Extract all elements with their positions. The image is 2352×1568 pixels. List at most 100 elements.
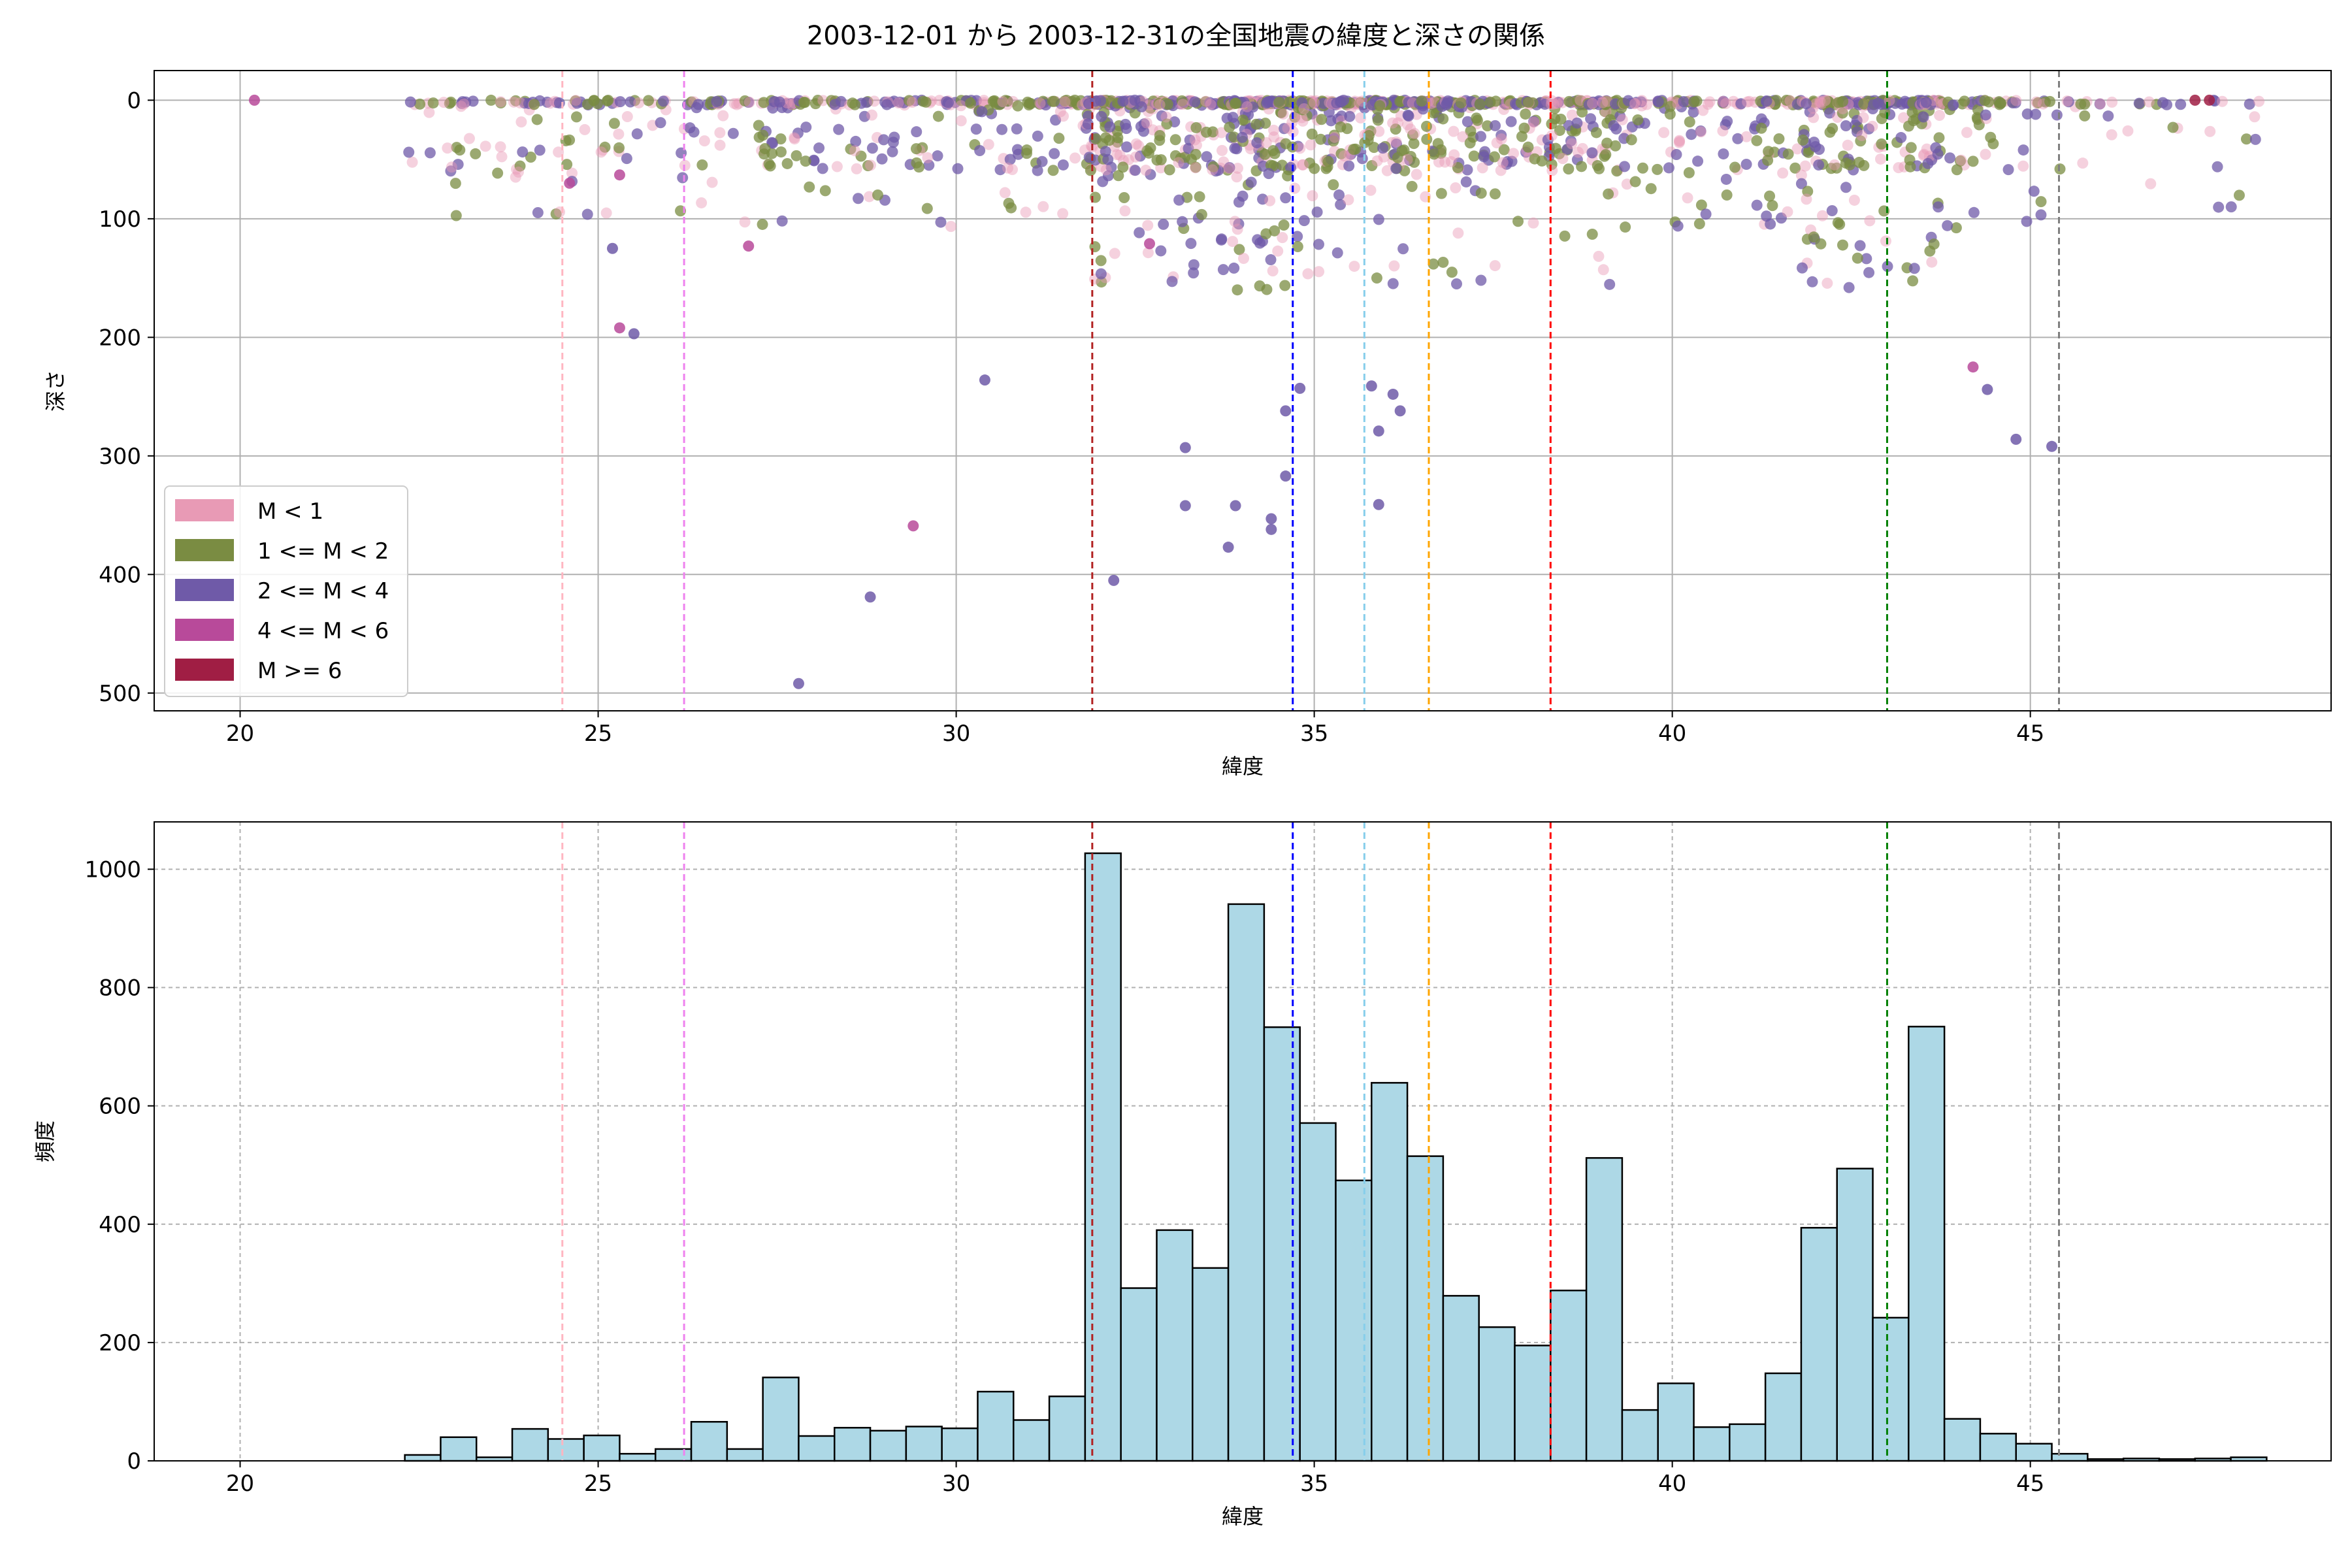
scatter-point <box>1280 138 1292 150</box>
scatter-point <box>1141 117 1152 129</box>
scatter-point <box>1371 155 1383 167</box>
scatter-point <box>613 128 625 140</box>
scatter-point <box>1855 135 1867 147</box>
scatter-point <box>452 159 464 171</box>
scatter-point <box>2233 189 2245 201</box>
scatter-point <box>2102 110 2114 122</box>
scatter-point <box>1196 208 1207 220</box>
scatter-point <box>1597 97 1609 108</box>
scatter-point <box>1344 110 1356 122</box>
scatter-point <box>866 142 878 154</box>
scatter-point <box>688 126 700 138</box>
scatter-point <box>1155 245 1167 257</box>
scatter-point <box>887 137 899 148</box>
scatter-point <box>1034 97 1046 109</box>
scatter-point <box>1229 216 1241 227</box>
legend-swatch <box>175 539 234 561</box>
scatter-point <box>1097 176 1109 188</box>
scatter-point <box>1691 95 1703 107</box>
scatter-point <box>455 101 467 112</box>
scatter-point <box>463 133 475 144</box>
scatter-point <box>1236 131 1248 143</box>
scatter-point <box>1058 110 1070 122</box>
scatter-point <box>1104 121 1116 133</box>
scatter-point <box>457 96 468 108</box>
scatter-point <box>1233 244 1245 255</box>
scatter-point <box>1216 144 1228 156</box>
scatter-point <box>1601 137 1613 149</box>
scatter-point <box>1273 97 1285 108</box>
scatter-point <box>1637 162 1648 174</box>
scatter-point <box>1471 112 1482 124</box>
scatter-point <box>1808 137 1820 148</box>
scatter-point <box>1145 169 1156 180</box>
scatter-point <box>1507 148 1519 159</box>
legend-swatch <box>175 619 234 641</box>
histogram-bar <box>726 1448 764 1462</box>
scatter-point <box>1232 284 1243 296</box>
scatter-point <box>1207 161 1219 172</box>
scatter-point <box>1539 99 1551 110</box>
scatter-point <box>1600 149 1612 161</box>
scatter-point <box>1069 152 1081 164</box>
scatter-point <box>1489 151 1500 163</box>
scatter-point <box>2249 133 2261 145</box>
scatter-point <box>1704 96 1716 108</box>
scatter-point <box>470 148 482 159</box>
scatter-point <box>1954 155 1966 167</box>
scatter-point <box>1282 170 1294 182</box>
scatter-point <box>1951 164 1963 176</box>
histogram-x-axis-label: 緯度 <box>1222 1504 1264 1529</box>
histogram-bar <box>941 1427 979 1462</box>
scatter-point <box>564 177 576 189</box>
scatter-point <box>1222 542 1234 553</box>
scatter-point <box>1629 98 1641 110</box>
scatter-point <box>935 216 947 228</box>
scatter-point <box>1799 160 1811 172</box>
scatter-point <box>1664 101 1676 112</box>
scatter-point <box>878 134 890 146</box>
scatter-point <box>1373 214 1384 225</box>
scatter-point <box>1475 274 1487 286</box>
histogram-y-tick-label: 800 <box>99 975 141 1002</box>
scatter-point <box>1277 108 1289 120</box>
histogram-y-tick-label: 200 <box>99 1330 141 1356</box>
scatter-point <box>1266 513 1277 525</box>
scatter-point <box>906 97 918 108</box>
scatter-point <box>1190 122 1202 133</box>
scatter-point <box>1130 151 1141 163</box>
scatter-point <box>1381 165 1393 176</box>
scatter-point <box>1593 250 1605 262</box>
scatter-point <box>776 215 788 227</box>
scatter-point <box>1586 147 1598 159</box>
histogram-bar <box>1908 1026 1946 1462</box>
scatter-point <box>1551 97 1563 109</box>
scatter-point <box>1775 212 1787 224</box>
scatter-point <box>1048 95 1060 107</box>
scatter-point <box>600 207 612 219</box>
histogram-y-tick-label: 400 <box>99 1212 141 1238</box>
scatter-point <box>1566 138 1578 150</box>
scatter-point <box>445 165 457 177</box>
scatter-point <box>1546 165 1558 176</box>
scatter-point <box>1266 523 1277 535</box>
scatter-point <box>553 97 565 109</box>
scatter-point <box>813 142 825 154</box>
scatter-point <box>1967 361 1979 373</box>
scatter-point <box>910 143 922 155</box>
scatter-point <box>424 147 436 159</box>
scatter-point <box>1224 162 1235 174</box>
scatter-point <box>1237 114 1249 126</box>
scatter-point <box>1190 162 1201 174</box>
scatter-point <box>1720 173 1732 185</box>
scatter-point <box>1761 95 1772 107</box>
scatter-point <box>1216 127 1228 139</box>
scatter-point <box>2010 433 2022 445</box>
scatter-point <box>1049 148 1060 159</box>
scatter-point <box>2030 108 2042 120</box>
scatter-point <box>1177 99 1188 110</box>
scatter-point <box>1555 113 1567 125</box>
scatter-point <box>1955 154 1967 166</box>
scatter-point <box>753 120 764 131</box>
scatter-y-tick-label: 100 <box>99 206 141 233</box>
